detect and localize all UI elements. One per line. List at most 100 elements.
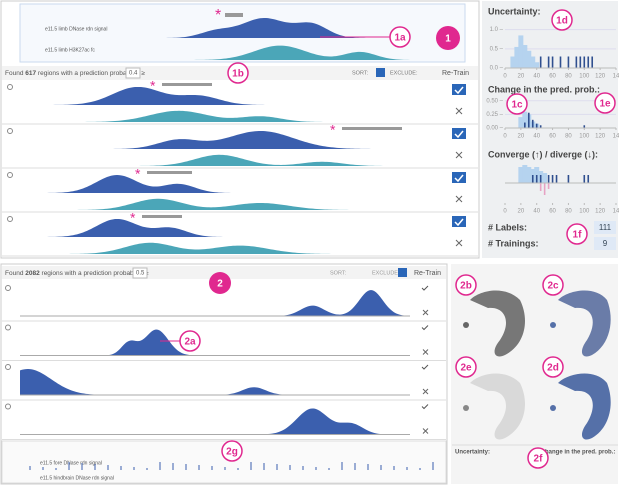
reject-icon[interactable] xyxy=(422,428,429,434)
signal-shape xyxy=(35,154,445,166)
y-tick-label: 1.0 – xyxy=(490,27,504,33)
bar xyxy=(583,125,586,128)
row-icon xyxy=(5,364,11,370)
x-tick-label: 40 xyxy=(533,209,540,215)
bar xyxy=(547,183,550,189)
bar xyxy=(575,56,578,68)
bar xyxy=(514,46,520,68)
bar xyxy=(526,50,532,68)
asterisk: * xyxy=(135,166,141,182)
trainings-label: # Trainings: xyxy=(488,238,539,248)
check-icon[interactable] xyxy=(421,325,429,331)
x-tick-label: 80 xyxy=(565,74,572,80)
bar xyxy=(579,56,582,68)
found-text: Found 617 regions with a prediction prob… xyxy=(5,70,145,77)
x-tick-label: 100 xyxy=(579,209,590,215)
signal-shape xyxy=(35,87,445,105)
check-icon[interactable] xyxy=(421,285,429,291)
check-icon xyxy=(454,86,464,95)
threshold: 0.5 xyxy=(136,271,145,277)
callout-text: 1f xyxy=(573,230,583,241)
x-tick-label: 120 xyxy=(595,74,606,80)
bar xyxy=(551,175,554,183)
bar xyxy=(567,175,570,183)
accept-button[interactable] xyxy=(452,216,466,227)
threshold: 0.4 xyxy=(129,71,138,77)
x-tick-label: 100 xyxy=(579,74,590,80)
embedding-shape xyxy=(470,290,525,357)
check-icon[interactable] xyxy=(421,364,429,370)
y-tick-label: 0.0 – xyxy=(490,66,504,72)
sort-label: SORT: xyxy=(330,270,347,276)
accept-button[interactable] xyxy=(452,84,466,95)
mini-title: hange in the pred. prob.: xyxy=(545,450,615,456)
bar xyxy=(539,175,542,183)
reject-icon[interactable] xyxy=(455,107,463,115)
reject-icon[interactable] xyxy=(455,151,463,159)
labels-label: # Labels: xyxy=(488,222,527,232)
callouts: 1 1a 1b 1c 1d 1e 1f 2 2a 2b 2c 2e 2d 2f … xyxy=(160,9,616,469)
bar xyxy=(583,175,586,183)
bar xyxy=(547,175,550,183)
reject-icon[interactable] xyxy=(422,309,429,316)
check-icon[interactable] xyxy=(421,404,429,410)
reject-icon[interactable] xyxy=(455,239,463,247)
row-icon xyxy=(5,285,11,291)
callout-text: 2e xyxy=(460,363,472,374)
x-tick-label: 80 xyxy=(565,209,572,215)
accept-button[interactable] xyxy=(452,128,466,139)
bar xyxy=(555,175,558,183)
retrain-button[interactable]: Re-Train xyxy=(442,70,469,77)
callout xyxy=(389,26,411,48)
sort-button[interactable] xyxy=(376,68,385,77)
callout-text: 2a xyxy=(184,337,196,348)
embeddings xyxy=(463,290,611,440)
y-tick-label: 0.25 – xyxy=(486,112,503,118)
callout xyxy=(227,62,249,84)
accept-button[interactable] xyxy=(452,172,466,183)
asterisk: * xyxy=(150,78,156,94)
bar xyxy=(534,62,540,68)
callout-text: 1c xyxy=(511,100,523,111)
track-label: e11.5 fore DNase rdn signal xyxy=(40,460,102,466)
retrain-button[interactable]: Re-Train xyxy=(414,270,441,277)
embedding-cluster xyxy=(463,405,469,411)
x-tick-label: 40 xyxy=(533,134,540,140)
callout xyxy=(179,330,201,352)
row-icon xyxy=(7,172,13,178)
reject-icon[interactable] xyxy=(455,195,463,203)
badge xyxy=(436,26,460,50)
bar xyxy=(547,56,550,68)
badge-text: 1 xyxy=(445,34,451,45)
callout-text: 2b xyxy=(460,281,472,292)
callout xyxy=(455,356,477,378)
asterisk: * xyxy=(130,210,136,226)
bar xyxy=(539,183,542,191)
reject-icon[interactable] xyxy=(422,388,429,395)
threshold-input[interactable] xyxy=(125,67,141,79)
callout-text: 2g xyxy=(226,447,238,458)
callout xyxy=(566,223,588,245)
region-marker xyxy=(225,13,243,17)
exclude-button[interactable] xyxy=(398,268,407,277)
check-icon xyxy=(454,130,464,139)
region-marker xyxy=(162,83,212,86)
bar xyxy=(518,35,524,68)
bar xyxy=(539,125,542,128)
trainings-box xyxy=(594,237,616,250)
bar xyxy=(526,167,532,183)
bar xyxy=(522,165,528,183)
embedding-shape xyxy=(558,373,611,440)
x-tick-label: 20 xyxy=(518,209,525,215)
reject-icon[interactable] xyxy=(422,349,429,355)
signal-shape xyxy=(35,219,445,237)
y-tick-label: 0.00 – xyxy=(486,126,503,132)
threshold-input[interactable] xyxy=(132,267,148,279)
callout-text: 1d xyxy=(556,16,568,27)
x-tick-label: 14 xyxy=(613,74,619,80)
bar xyxy=(583,56,586,68)
bar xyxy=(551,56,554,68)
bar xyxy=(522,111,528,128)
bar xyxy=(567,56,570,68)
